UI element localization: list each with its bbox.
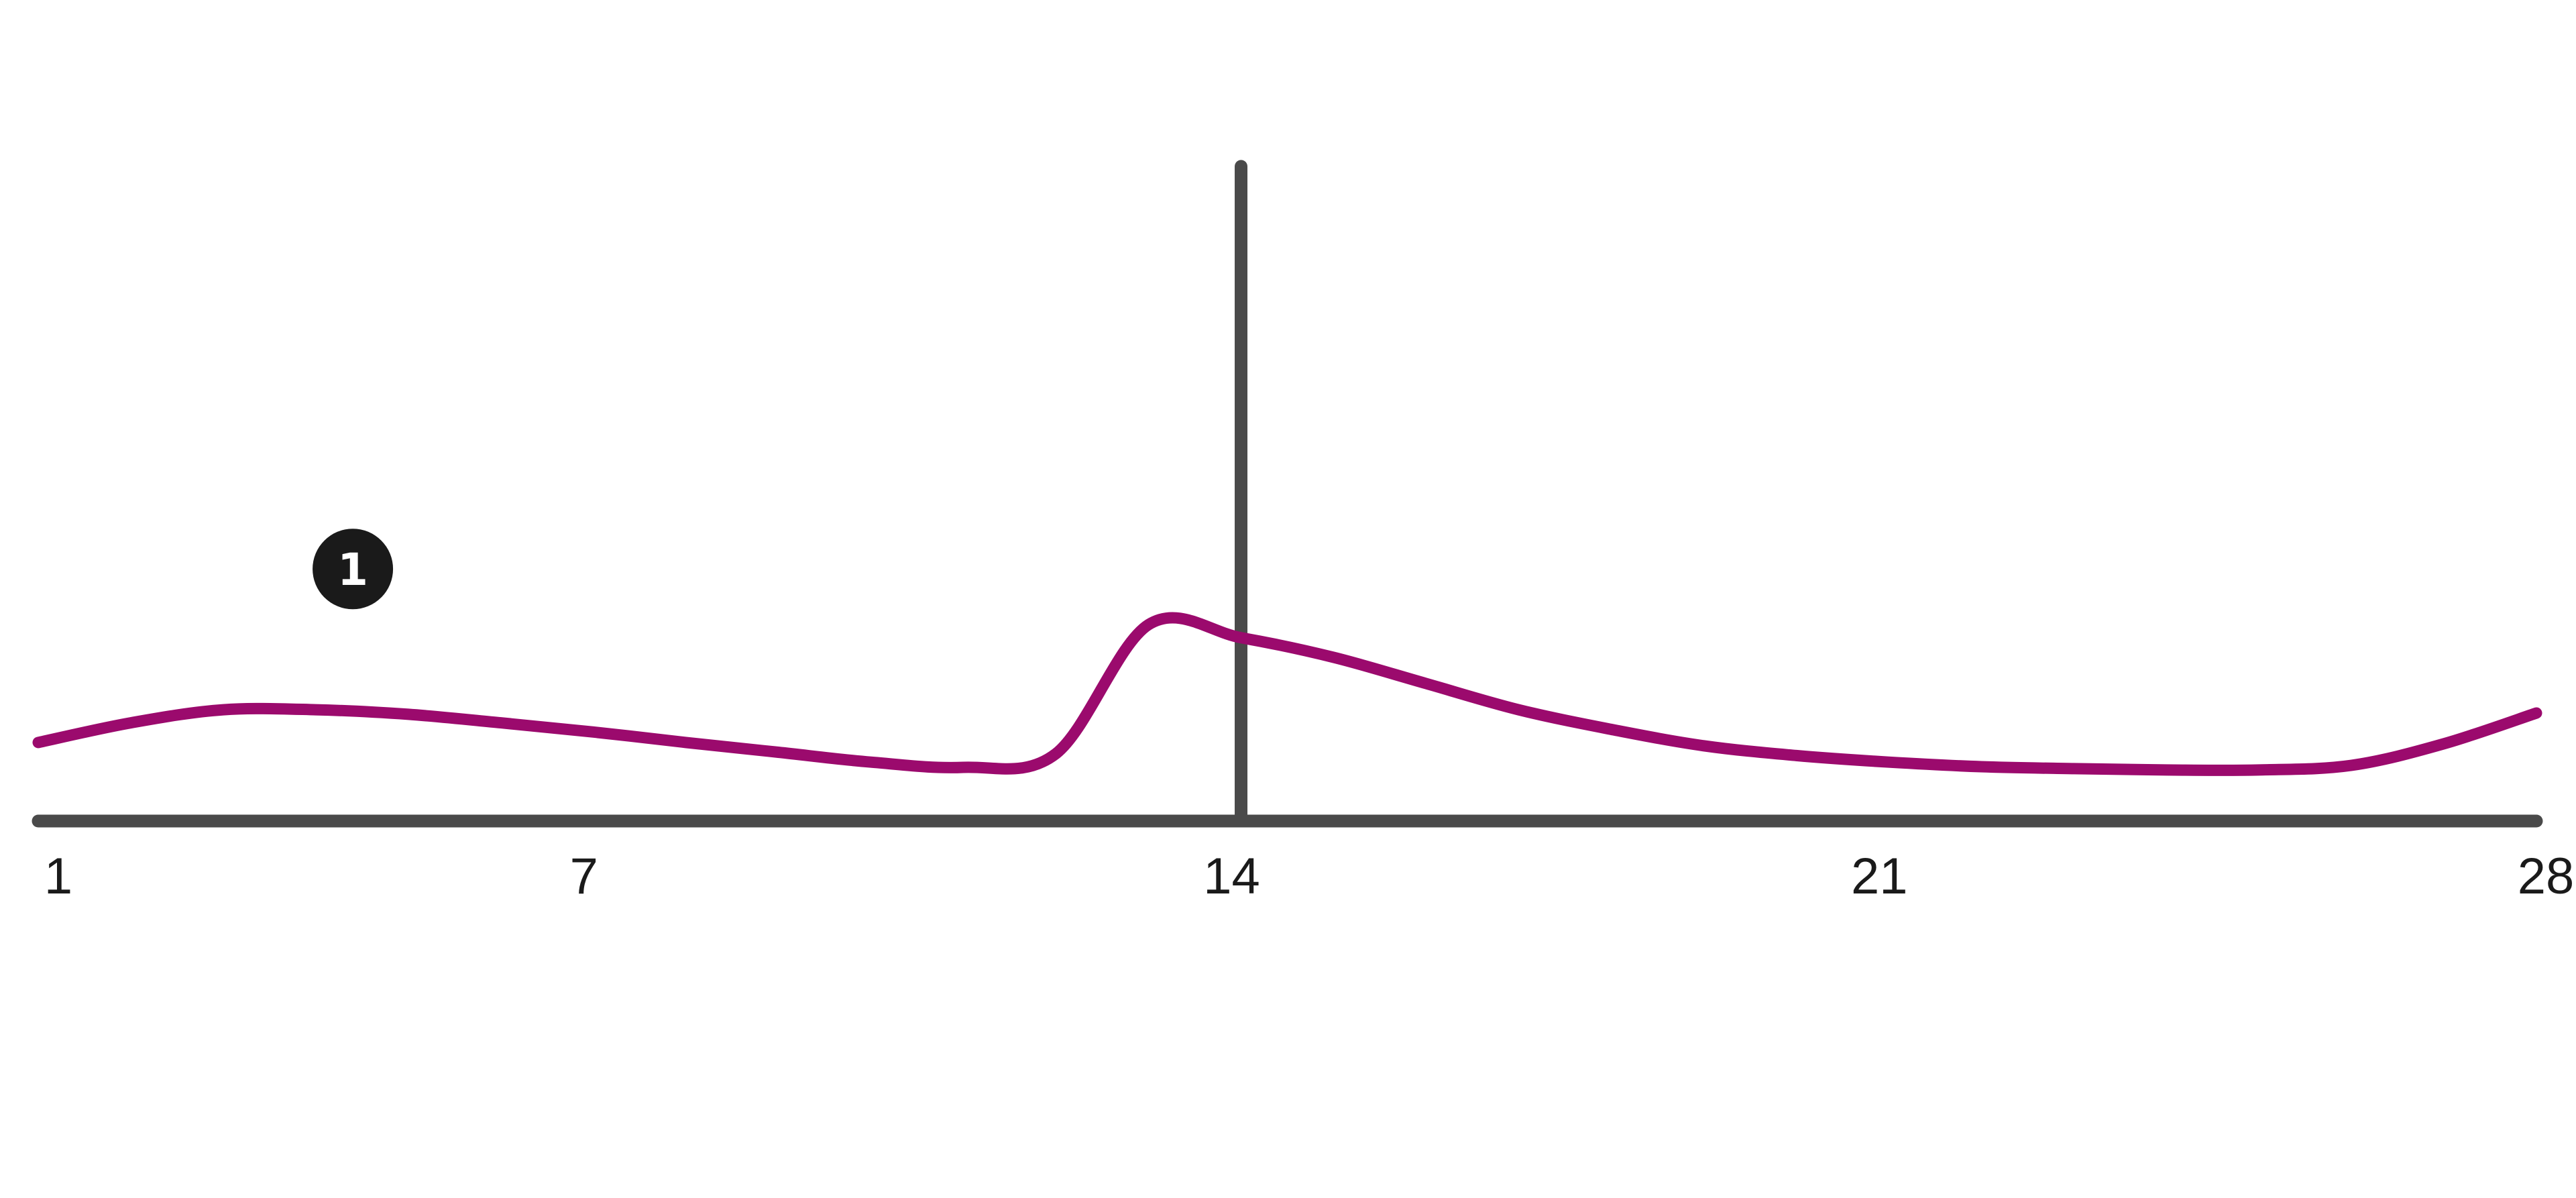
- x-tick-label: 14: [1203, 848, 1260, 905]
- annotation-marker-label: 1: [337, 544, 368, 596]
- x-tick-label: 21: [1851, 848, 1908, 905]
- annotation-marker-circle: [313, 529, 394, 610]
- plot-area: 1 7 14 21 28 1: [32, 160, 2575, 905]
- annotation-marker: 1: [313, 529, 394, 610]
- series-line: [32, 612, 2542, 776]
- x-tick-label: 7: [570, 848, 598, 905]
- x-tick-label: 1: [44, 848, 72, 905]
- x-tick-label: 28: [2518, 848, 2575, 905]
